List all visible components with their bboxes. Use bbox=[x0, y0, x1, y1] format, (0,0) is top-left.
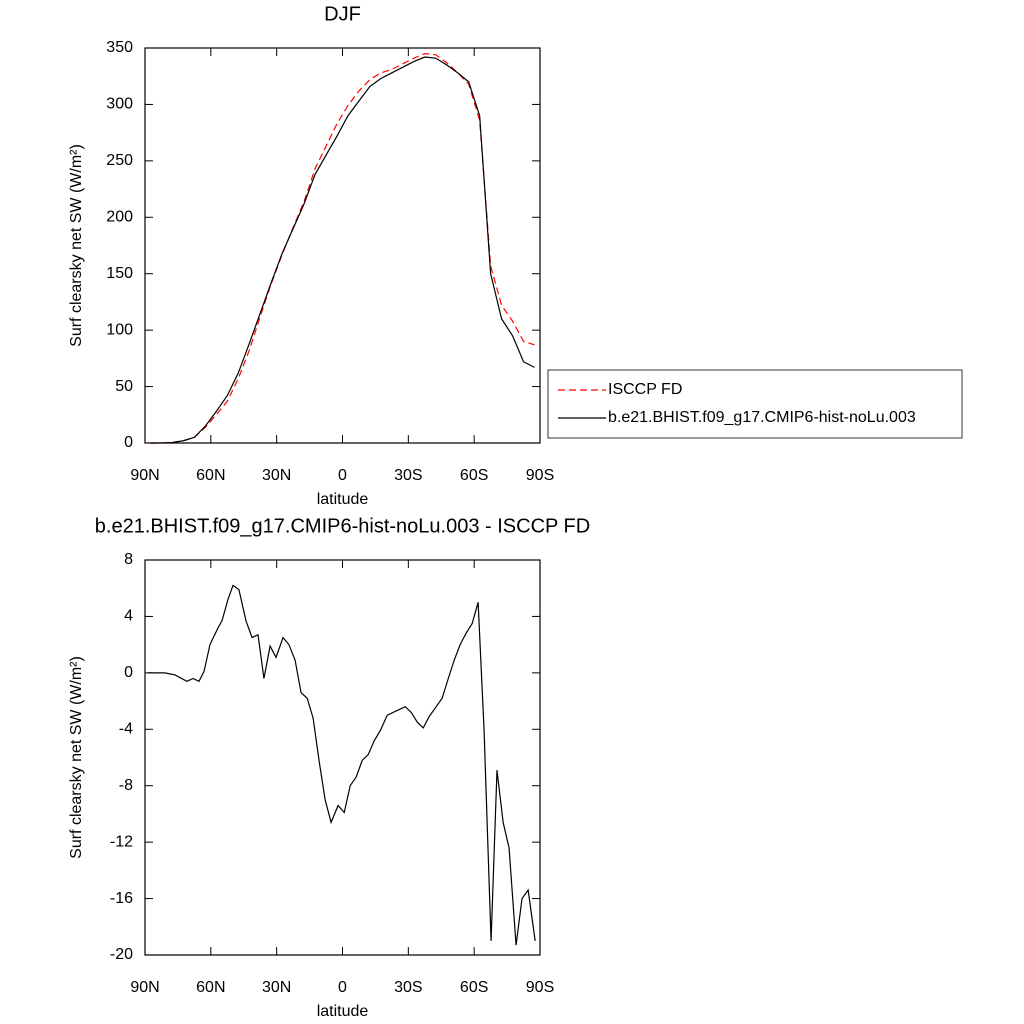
chart-title: b.e21.BHIST.f09_g17.CMIP6-hist-noLu.003 … bbox=[95, 515, 590, 537]
x-tick-label: 30N bbox=[262, 467, 291, 484]
x-tick-label: 60S bbox=[460, 467, 488, 484]
x-tick-label: 30S bbox=[394, 467, 422, 484]
x-tick-label: 90N bbox=[130, 467, 159, 484]
plot-frame bbox=[144, 559, 541, 956]
chart-title: DJF bbox=[324, 3, 361, 25]
y-tick-label: 200 bbox=[106, 209, 133, 226]
y-tick-label: -12 bbox=[110, 833, 133, 850]
y-axis-label: Surf clearsky net SW (W/m²) bbox=[68, 656, 85, 859]
x-tick-label: 0 bbox=[338, 979, 347, 996]
x-axis-label: latitude bbox=[317, 491, 369, 508]
x-tick-label: 60N bbox=[196, 467, 225, 484]
y-tick-label: 100 bbox=[106, 321, 133, 338]
legend-box bbox=[547, 369, 963, 439]
y-tick-label: 150 bbox=[106, 265, 133, 282]
y-tick-label: 0 bbox=[124, 664, 133, 681]
x-tick-label: 30S bbox=[394, 979, 422, 996]
y-tick-label: 4 bbox=[124, 608, 133, 625]
legend-label: b.e21.BHIST.f09_g17.CMIP6-hist-noLu.003 bbox=[608, 409, 916, 426]
y-tick-label: -8 bbox=[119, 777, 133, 794]
data-line bbox=[150, 56, 535, 444]
y-tick-label: -20 bbox=[110, 946, 133, 963]
x-tick-label: 90S bbox=[526, 467, 554, 484]
x-tick-label: 30N bbox=[262, 979, 291, 996]
y-tick-label: 8 bbox=[124, 551, 133, 568]
plot-frame bbox=[144, 47, 541, 444]
y-axis-label: Surf clearsky net SW (W/m²) bbox=[68, 144, 85, 347]
y-tick-label: 0 bbox=[124, 434, 133, 451]
x-tick-label: 60S bbox=[460, 979, 488, 996]
y-tick-label: 350 bbox=[106, 39, 133, 56]
y-tick-label: 250 bbox=[106, 152, 133, 169]
x-axis-label: latitude bbox=[317, 1003, 369, 1020]
x-tick-label: 0 bbox=[338, 467, 347, 484]
y-tick-label: 50 bbox=[115, 378, 133, 395]
y-tick-label: -16 bbox=[110, 890, 133, 907]
data-line bbox=[148, 584, 536, 946]
y-tick-label: -4 bbox=[119, 721, 133, 738]
x-tick-label: 60N bbox=[196, 979, 225, 996]
data-line bbox=[150, 53, 535, 444]
x-tick-label: 90S bbox=[526, 979, 554, 996]
legend-label: ISCCP FD bbox=[608, 381, 682, 398]
x-tick-label: 90N bbox=[130, 979, 159, 996]
y-tick-label: 300 bbox=[106, 96, 133, 113]
